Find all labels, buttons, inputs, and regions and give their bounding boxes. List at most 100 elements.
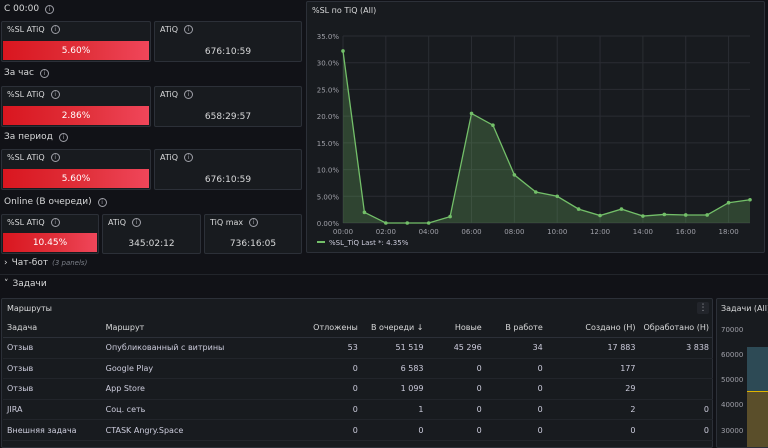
table-cell: 45 296	[427, 337, 486, 359]
info-icon[interactable]: i	[50, 153, 60, 162]
x-tick-label: 12:00	[590, 228, 610, 236]
column-header[interactable]: Создано (H)	[546, 318, 640, 338]
info-icon[interactable]: i	[249, 218, 259, 227]
section-tasks[interactable]: ˅ Задачи	[4, 279, 47, 289]
y-tick-label: 15.0%	[317, 140, 340, 148]
column-header[interactable]: Маршрут	[101, 318, 257, 338]
y-tick-label: 25.0%	[317, 86, 340, 94]
atiq-panel-r3: ATiQ i 345:02:12	[102, 214, 201, 254]
info-icon[interactable]: i	[132, 218, 142, 227]
data-point	[662, 212, 667, 217]
data-point	[598, 213, 602, 218]
sl-tiq-chart-panel: %SL по TiQ (All) 0.00% 5.00% 10.0% 15.0% 20.…	[306, 1, 765, 253]
x-tick-label: 16:00	[676, 228, 696, 236]
chart-svg: 0.00% 5.00% 10.0% 15.0% 20.0% 25.0% 30.0% 35.0%…	[317, 33, 752, 247]
series-area	[343, 50, 750, 224]
table-cell: 0	[256, 399, 362, 421]
table-cell: 0	[427, 378, 486, 400]
tasks-all-panel: Задачи (All) 70000 60000 50000 40000 30000	[716, 298, 768, 448]
sl-atiq-value: 5.60%	[3, 41, 149, 60]
data-point	[555, 194, 560, 199]
divider	[0, 274, 768, 275]
data-point	[533, 190, 538, 194]
column-header[interactable]: Отложены	[256, 318, 362, 338]
info-icon[interactable]: i	[50, 25, 60, 34]
table-cell: 0	[361, 419, 428, 441]
info-icon[interactable]: i	[184, 25, 194, 34]
column-header[interactable]: Новые	[427, 318, 486, 338]
table-cell: 0	[256, 378, 362, 400]
table-cell: Отзыв	[3, 378, 102, 400]
table-cell: 0	[427, 419, 486, 441]
table-cell: 0	[639, 399, 713, 421]
table-cell: Отзыв	[3, 337, 102, 359]
table-row[interactable]: Отзыв Google Play 0 6 583 0 0 177	[3, 358, 713, 380]
sl-atiq-value: 10.45%	[3, 233, 97, 252]
data-point	[491, 123, 495, 128]
atiq-value: 676:10:59	[204, 47, 252, 57]
data-point	[426, 221, 431, 225]
info-icon[interactable]: i	[58, 132, 68, 142]
x-tick-label: 08:00	[504, 228, 524, 236]
table-cell: 34	[485, 337, 547, 359]
table-cell: Опубликованный с витрины	[101, 337, 257, 359]
table-cell: 0	[485, 378, 547, 400]
info-icon[interactable]: i	[97, 197, 107, 207]
x-tick-label: 04:00	[419, 228, 439, 236]
table-cell: 0	[485, 419, 547, 441]
table-cell: 177	[546, 358, 640, 380]
table-row[interactable]: Отзыв Опубликованный с витрины 53 51 519 45 …	[3, 337, 713, 359]
table-cell: Google Play	[101, 358, 257, 380]
table-cell: CTASK Angry.Space	[101, 419, 257, 441]
y-tick-label: 40000	[721, 401, 744, 409]
y-tick-label: 0.00%	[317, 220, 340, 228]
chevron-down-icon: ˅	[4, 279, 9, 289]
table-cell: 1 099	[361, 378, 428, 400]
info-icon[interactable]: i	[50, 90, 60, 99]
tiq-max-value: 736:16:05	[229, 239, 277, 249]
table-cell: JIRA	[3, 399, 102, 421]
table-row[interactable]: Внешняя задача CTASK Angry.Space 0 0 0 0 0 0	[3, 419, 713, 441]
table-cell: 0	[546, 419, 640, 441]
info-icon[interactable]: i	[45, 4, 55, 14]
row-title-online: Online (В очереди) i	[4, 197, 107, 207]
y-tick-label: 35.0%	[317, 33, 340, 41]
y-tick-label: 5.00%	[317, 193, 340, 201]
atiq-panel-r2: ATiQ i 676:10:59	[154, 149, 302, 190]
column-header[interactable]: Задача	[3, 318, 102, 338]
column-header[interactable]: Обработано (H)	[639, 318, 713, 338]
data-point	[641, 214, 645, 218]
x-tick-label: 10:00	[547, 228, 567, 236]
row-title-since-midnight: С 00:00 i	[4, 4, 55, 14]
chart-title: %SL по TiQ (All)	[312, 6, 377, 15]
panel-menu-icon[interactable]: ⋮	[697, 302, 709, 314]
data-point	[405, 221, 410, 225]
info-icon[interactable]: i	[184, 153, 194, 162]
data-point	[748, 197, 752, 202]
info-icon[interactable]: i	[50, 218, 60, 227]
table-cell	[639, 378, 713, 400]
atiq-value: 676:10:59	[204, 175, 252, 185]
info-icon[interactable]: i	[184, 90, 194, 99]
table-cell: 0	[256, 358, 362, 380]
table-cell: 53	[256, 337, 362, 359]
info-icon[interactable]: i	[39, 68, 49, 78]
table-cell: Отзыв	[3, 358, 102, 380]
data-point	[362, 210, 367, 215]
sl-atiq-panel-r2: %SL ATiQ i 5.60%	[1, 149, 151, 190]
tiq-max-panel: TiQ max i 736:16:05	[204, 214, 302, 254]
section-chatbot[interactable]: › Чат-бот (3 panels)	[4, 258, 88, 268]
table-cell: 2	[546, 399, 640, 421]
table-cell: Соц. сеть	[101, 399, 257, 421]
atiq-value: 658:29:57	[204, 112, 252, 122]
data-point	[619, 207, 624, 211]
legend-label: %SL_TiQ Last *: 4.35%	[329, 239, 409, 247]
data-point	[512, 173, 517, 177]
table-cell: 3 838	[639, 337, 713, 359]
column-header[interactable]: В очереди ↓	[361, 318, 428, 338]
table-row[interactable]: JIRA Соц. сеть 0 1 0 0 2 0	[3, 399, 713, 421]
column-header[interactable]: В работе	[485, 318, 547, 338]
table-row[interactable]: Отзыв App Store 0 1 099 0 0 29	[3, 378, 713, 400]
data-point	[683, 213, 688, 217]
sl-atiq-panel-r1: %SL ATiQ i 2.86%	[1, 86, 151, 127]
